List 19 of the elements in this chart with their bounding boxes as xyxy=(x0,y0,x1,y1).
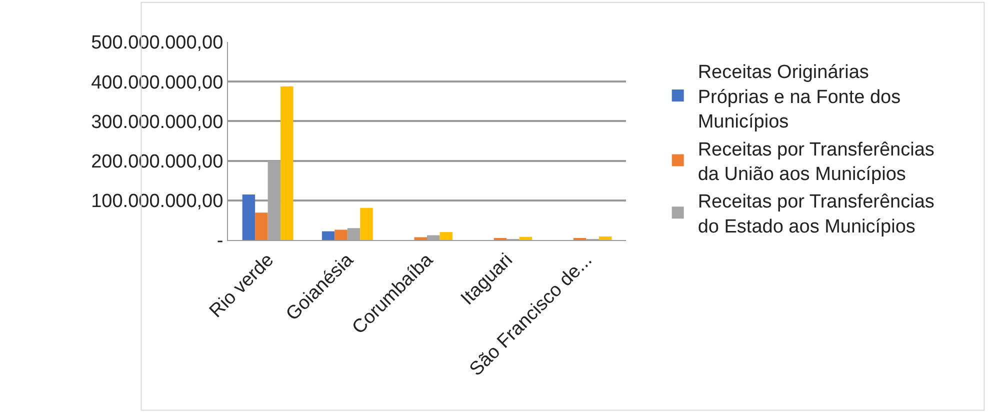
y-tick-label: 300.000.000,00 xyxy=(91,112,224,133)
bar xyxy=(280,86,294,240)
y-tick-label: - xyxy=(216,230,224,252)
bar xyxy=(414,237,427,240)
y-tick-label: 200.000.000,00 xyxy=(91,151,224,172)
legend-label: Receitas por Transferências do Estado aos Municípios xyxy=(698,192,934,238)
bar xyxy=(334,230,348,240)
y-tick-label: 400.000.000,00 xyxy=(91,72,224,94)
bar xyxy=(242,194,256,240)
legend-label: Receitas Originárias Próprias e na Fonte dos Municípios xyxy=(698,62,901,133)
y-tick-label: 500.000.000,00 xyxy=(91,32,224,54)
bar xyxy=(360,208,373,240)
bar xyxy=(440,232,452,240)
bar xyxy=(255,212,268,240)
y-tick-label: 100.000.000,00 xyxy=(91,191,224,212)
bar xyxy=(322,231,335,240)
legend-label: Receitas por Transferências da União aos Municípios xyxy=(698,139,934,185)
bar xyxy=(598,236,612,240)
bar xyxy=(519,236,532,240)
